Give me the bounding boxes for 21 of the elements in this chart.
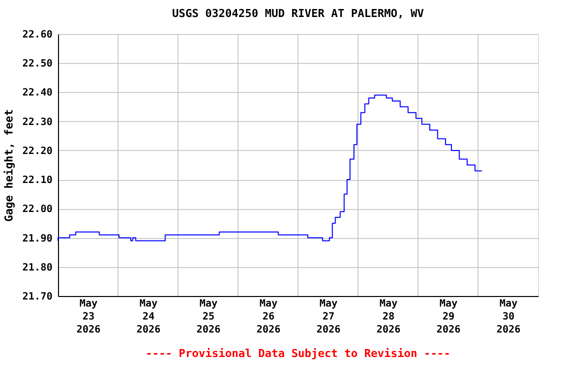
x-tick-label: May 26 2026 <box>256 298 281 336</box>
text: ---- Provisional Data Subject to Revision ---- <box>146 347 450 360</box>
x-tick-label: May 28 2026 <box>376 298 401 336</box>
y-axis-title: Gage height, feet <box>2 109 16 222</box>
y-tick-label: 22.20 <box>22 146 52 157</box>
y-tick-label: 22.60 <box>22 30 52 40</box>
y-tick-label: 22.50 <box>22 58 52 70</box>
chart-title: USGS 03204250 MUD RIVER AT PALERMO, WV <box>172 7 424 20</box>
y-tick-label: 22.00 <box>22 204 52 216</box>
y-tick-label: 22.30 <box>22 116 52 128</box>
y-tick-label: 22.40 <box>22 88 52 99</box>
x-tick-label: May 29 2026 <box>436 298 461 336</box>
y-tick-label: 21.90 <box>22 233 52 244</box>
x-tick-label: May 23 2026 <box>76 298 101 336</box>
x-tick-label: May 27 2026 <box>316 298 341 336</box>
y-tick-label: 21.70 <box>22 292 52 302</box>
y-tick-label: 22.10 <box>22 175 52 186</box>
x-tick-label: May 30 2026 <box>496 298 521 336</box>
y-tick-label: 21.80 <box>22 262 52 274</box>
x-tick-label: May 24 2026 <box>136 298 161 336</box>
x-tick-label: May 25 2026 <box>196 298 221 336</box>
